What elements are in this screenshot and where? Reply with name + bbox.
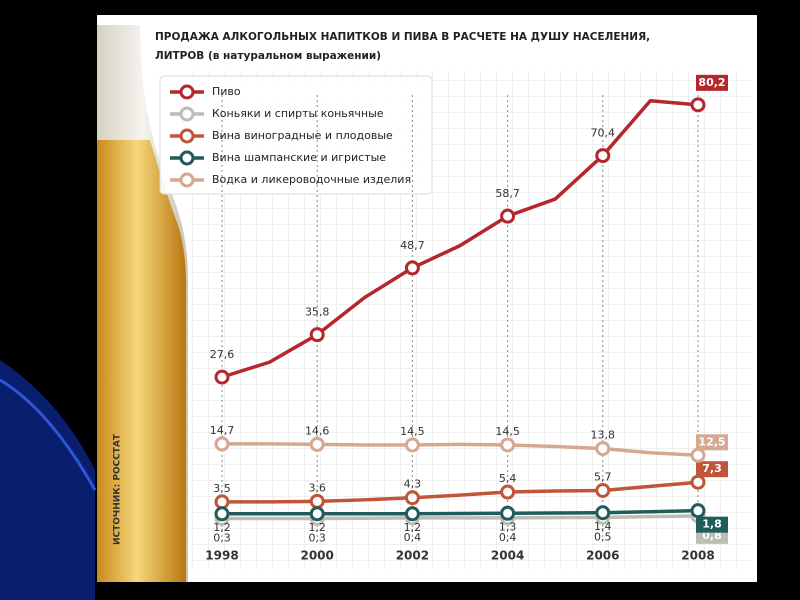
value-label: 27,6	[210, 348, 235, 361]
point	[595, 148, 611, 164]
point	[309, 327, 325, 343]
point	[500, 437, 516, 453]
value-label: 48,7	[400, 239, 425, 252]
x-tick-label: 2004	[491, 549, 524, 563]
point	[595, 505, 611, 521]
decor	[0, 378, 97, 491]
bottle-beer	[97, 140, 186, 582]
value-label: 5,4	[499, 472, 517, 485]
value-label: 1,4	[594, 520, 612, 533]
legend-label: Водка и ликероводочные изделия	[212, 173, 411, 186]
value-label: 70,4	[591, 127, 616, 140]
legend-label: Пиво	[212, 85, 241, 98]
point	[404, 260, 420, 276]
series-line	[222, 442, 699, 458]
value-label: 4,3	[404, 478, 422, 491]
value-label-box	[696, 461, 728, 478]
point	[404, 437, 420, 453]
legend-marker	[179, 172, 195, 188]
value-label: 3,6	[308, 481, 326, 494]
series-line	[221, 98, 699, 379]
value-label: 58,7	[495, 187, 520, 200]
value-label: 1,2	[308, 521, 326, 534]
point	[690, 474, 706, 490]
legend-label: Вина виноградные и плодовые	[212, 129, 393, 142]
value-label: 0,4	[499, 531, 517, 544]
x-tick-label: 2002	[396, 549, 429, 563]
point	[690, 97, 706, 113]
point	[214, 369, 230, 385]
value-label: 14,6	[305, 424, 330, 437]
value-label: 14,5	[495, 425, 520, 438]
point	[404, 490, 420, 506]
decor	[0, 360, 95, 600]
value-label: 1,2	[213, 521, 231, 534]
value-label: 1,3	[499, 520, 517, 533]
value-label: 13,8	[591, 429, 616, 442]
value-label: 80,2	[698, 76, 725, 89]
point	[500, 484, 516, 500]
value-label: 14,5	[400, 425, 425, 438]
value-label-box	[696, 434, 728, 451]
point	[690, 447, 706, 463]
x-tick-label: 2008	[681, 549, 714, 563]
legend	[159, 75, 433, 195]
legend-marker	[179, 150, 195, 166]
x-tick-label: 1998	[205, 549, 238, 563]
point	[500, 208, 516, 224]
legend-marker	[179, 106, 195, 122]
point	[214, 494, 230, 510]
point	[309, 493, 325, 509]
value-label: 1,8	[702, 518, 722, 531]
point	[404, 506, 420, 522]
value-label-box	[696, 516, 728, 533]
point	[500, 505, 516, 521]
legend-marker	[179, 84, 195, 100]
value-label: 7,3	[702, 462, 722, 475]
source: ИСТОЧНИК: РОССТАТ	[113, 433, 123, 545]
value-label: 3,5	[213, 482, 231, 495]
series-line	[222, 514, 699, 521]
point	[309, 436, 325, 452]
point	[309, 506, 325, 522]
value-label: 0,3	[308, 531, 326, 544]
value-label: 0,5	[594, 530, 612, 543]
series-line	[222, 480, 699, 504]
series-line	[222, 508, 699, 516]
value-label: 0,3	[213, 531, 231, 544]
value-label: 12,5	[698, 435, 725, 448]
x-tick-label: 2006	[586, 549, 619, 563]
point	[595, 441, 611, 457]
chart-title: ПРОДАЖА АЛКОГОЛЬНЫХ НАПИТКОВ И ПИВА В РА…	[155, 31, 650, 43]
point	[214, 506, 230, 522]
value-label: 35,8	[305, 306, 330, 319]
legend-marker	[179, 128, 195, 144]
point	[595, 482, 611, 498]
legend-label: Коньяки и спирты коньячные	[212, 107, 384, 120]
value-label: 5,7	[594, 470, 612, 483]
point	[690, 503, 706, 519]
legend-label: Вина шампанские и игристые	[212, 151, 386, 164]
chart-subtitle: ЛИТРОВ (в натуральном выражении)	[155, 50, 381, 62]
value-label: 0,4	[404, 531, 422, 544]
value-label: 14,7	[210, 424, 235, 437]
value-label: 1,2	[404, 521, 422, 534]
point	[214, 436, 230, 452]
value-label-box	[696, 74, 728, 91]
x-tick-label: 2000	[300, 549, 333, 563]
